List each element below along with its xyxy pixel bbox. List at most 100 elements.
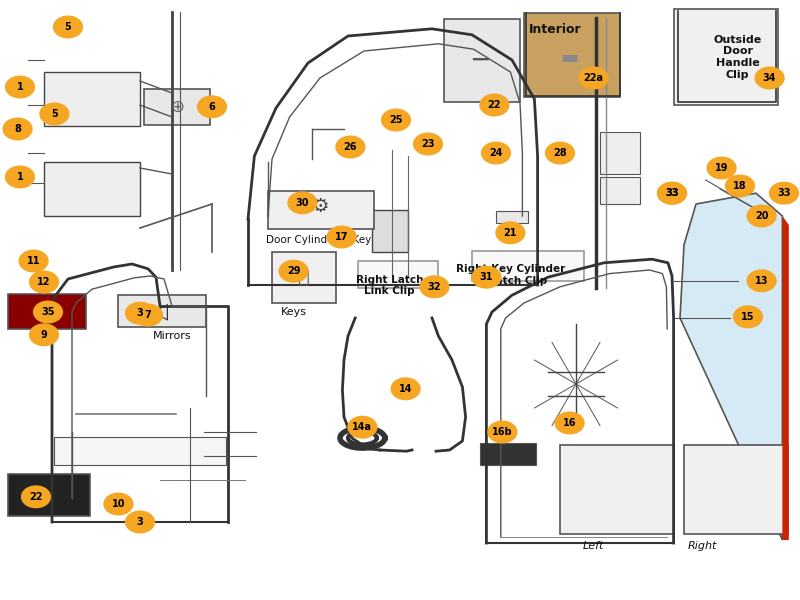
Circle shape (34, 301, 62, 323)
Text: 29: 29 (287, 266, 300, 276)
Text: 33: 33 (666, 188, 678, 198)
Polygon shape (680, 193, 782, 540)
Circle shape (480, 94, 509, 116)
Bar (268, 191, 374, 229)
Text: 34: 34 (763, 73, 776, 83)
Text: Mirrors: Mirrors (153, 331, 191, 341)
Text: ━━: ━━ (472, 53, 488, 67)
Bar (496, 211, 528, 223)
Text: 26: 26 (344, 142, 357, 152)
Text: ⊕: ⊕ (170, 98, 185, 116)
Text: Right Latch
Link Clip: Right Latch Link Clip (356, 275, 423, 296)
Bar (44, 72, 140, 126)
Circle shape (134, 304, 162, 326)
Circle shape (707, 157, 736, 179)
Circle shape (104, 493, 133, 515)
Text: 23: 23 (422, 139, 434, 149)
Text: 18: 18 (733, 181, 747, 191)
Circle shape (579, 67, 608, 89)
Bar (358, 261, 438, 288)
Text: 16: 16 (563, 418, 576, 428)
Text: 13: 13 (755, 276, 768, 286)
Bar (524, 13, 620, 97)
Circle shape (555, 412, 584, 434)
Text: ▬: ▬ (38, 302, 54, 320)
Text: 15: 15 (742, 312, 754, 322)
Text: 14: 14 (399, 384, 412, 394)
Bar (8, 474, 90, 516)
Text: 22: 22 (488, 100, 501, 110)
Circle shape (472, 266, 501, 288)
Circle shape (126, 511, 154, 533)
Circle shape (288, 192, 317, 214)
Polygon shape (782, 216, 789, 540)
Text: 24: 24 (490, 148, 502, 158)
Text: 22: 22 (30, 492, 42, 502)
Text: 33: 33 (778, 188, 790, 198)
Text: 28: 28 (553, 148, 567, 158)
Circle shape (726, 175, 754, 197)
Text: Outside
Door
Handle
Clip: Outside Door Handle Clip (714, 35, 762, 80)
Text: 9: 9 (41, 330, 47, 340)
Bar (444, 19, 520, 102)
Circle shape (348, 416, 377, 438)
Text: 10: 10 (112, 499, 125, 509)
Text: 30: 30 (296, 198, 309, 208)
Circle shape (279, 260, 308, 282)
Text: Keys: Keys (281, 307, 306, 317)
Text: 32: 32 (428, 282, 441, 292)
Text: 12: 12 (38, 277, 50, 287)
Text: 33: 33 (666, 188, 678, 198)
Bar (600, 177, 640, 204)
Text: ▬: ▬ (561, 47, 578, 67)
Circle shape (30, 271, 58, 293)
Text: 17: 17 (335, 232, 348, 242)
Circle shape (770, 182, 798, 204)
Text: 11: 11 (27, 256, 40, 266)
Text: 8: 8 (14, 124, 21, 134)
Text: 31: 31 (480, 272, 493, 282)
Text: Left: Left (583, 541, 604, 551)
Circle shape (30, 324, 58, 346)
Circle shape (658, 182, 686, 204)
Circle shape (6, 166, 34, 188)
Circle shape (658, 182, 686, 204)
Bar (118, 295, 206, 327)
Text: 25: 25 (390, 115, 402, 125)
Bar (480, 443, 536, 465)
Text: 🔑: 🔑 (298, 268, 310, 287)
Circle shape (734, 306, 762, 328)
Circle shape (420, 276, 449, 298)
Text: 35: 35 (42, 307, 54, 317)
Circle shape (755, 67, 784, 89)
Circle shape (382, 109, 410, 131)
Text: 1: 1 (17, 82, 23, 92)
Circle shape (126, 302, 154, 324)
Text: 21: 21 (504, 228, 517, 238)
Bar (472, 251, 584, 281)
Bar (44, 162, 140, 216)
Text: 14a: 14a (353, 422, 373, 432)
Circle shape (3, 118, 32, 140)
Text: Right: Right (688, 541, 717, 551)
Circle shape (6, 76, 34, 98)
Circle shape (391, 378, 420, 400)
Circle shape (327, 226, 356, 248)
Bar (560, 445, 674, 534)
Circle shape (40, 103, 69, 125)
Bar (54, 437, 226, 465)
Circle shape (198, 96, 226, 118)
Text: 22a: 22a (584, 73, 604, 83)
Text: 5: 5 (65, 22, 71, 32)
Circle shape (496, 222, 525, 244)
Text: 3: 3 (137, 308, 143, 318)
Bar (272, 252, 336, 303)
Text: 5: 5 (51, 109, 58, 119)
Circle shape (747, 205, 776, 227)
Text: Interior: Interior (529, 23, 582, 36)
Text: 7: 7 (145, 310, 151, 320)
Text: 1: 1 (17, 172, 23, 182)
Text: Door Cylinder & Key: Door Cylinder & Key (266, 235, 371, 245)
Circle shape (546, 142, 574, 164)
Text: ◁: ◁ (151, 301, 169, 321)
